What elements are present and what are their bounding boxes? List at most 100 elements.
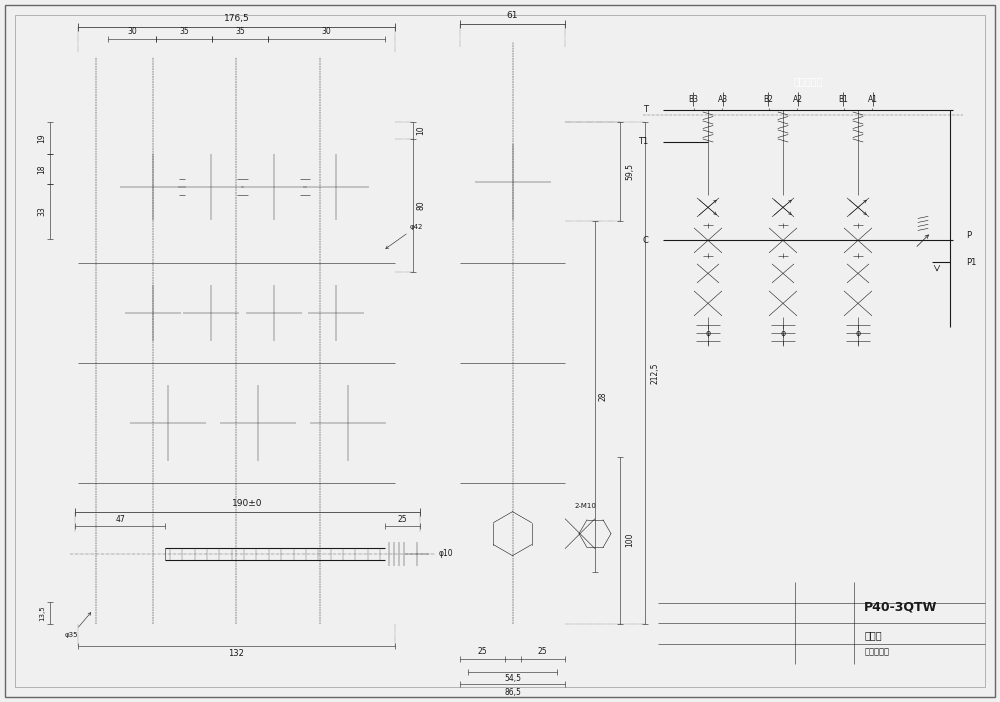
Bar (724, 586, 742, 598)
Bar (340, 624, 356, 634)
Bar (820, 649, 832, 658)
Bar (835, 649, 847, 658)
Bar (253, 634, 263, 642)
Bar (769, 291, 797, 316)
Text: 液压原理图: 液压原理图 (793, 76, 823, 86)
Text: 190±0: 190±0 (232, 498, 263, 508)
Text: 25: 25 (398, 515, 407, 524)
Bar (835, 608, 847, 618)
Bar (438, 357, 445, 369)
Bar (226, 52, 246, 60)
Bar (769, 228, 797, 253)
Text: 多路阀: 多路阀 (864, 630, 882, 640)
Bar (147, 72, 159, 87)
Bar (445, 353, 460, 373)
Text: 80: 80 (416, 201, 426, 211)
Text: 86,5: 86,5 (504, 687, 521, 696)
Bar (798, 588, 816, 597)
Bar (694, 195, 722, 220)
Bar (565, 519, 595, 549)
Text: 59,5: 59,5 (626, 164, 635, 180)
Text: 外型尺寸图: 外型尺寸图 (864, 647, 889, 656)
Bar (88, 75, 104, 87)
Bar (678, 586, 696, 598)
Bar (163, 634, 173, 642)
Bar (658, 70, 958, 92)
Bar (482, 55, 543, 67)
Text: 35: 35 (235, 27, 245, 37)
Text: 35: 35 (179, 27, 189, 37)
Bar (844, 321, 872, 346)
Text: φ10: φ10 (439, 550, 454, 559)
Bar (844, 228, 872, 253)
Bar (678, 628, 696, 640)
Bar (798, 649, 816, 658)
Bar (694, 291, 722, 316)
Bar (694, 321, 722, 346)
Bar (835, 628, 847, 638)
Text: B2: B2 (763, 95, 773, 105)
Text: B3: B3 (688, 95, 698, 105)
Bar (490, 47, 535, 55)
Bar (661, 586, 673, 598)
Bar (835, 588, 847, 597)
Bar (88, 484, 385, 624)
Bar (488, 642, 537, 652)
Text: 19: 19 (38, 133, 46, 143)
Text: φ42: φ42 (386, 223, 423, 249)
Text: 132: 132 (229, 649, 244, 658)
Text: 2-M10: 2-M10 (574, 503, 596, 509)
Bar (769, 321, 797, 346)
Bar (678, 648, 696, 660)
Bar (48, 178, 56, 197)
Bar (724, 628, 742, 640)
Text: 13,5: 13,5 (39, 605, 45, 621)
Bar (844, 195, 872, 220)
Bar (701, 586, 719, 598)
Bar (460, 122, 565, 624)
Bar (798, 608, 816, 618)
Text: 10: 10 (416, 126, 426, 135)
Bar (769, 195, 797, 220)
Bar (844, 261, 872, 286)
Bar (480, 624, 545, 642)
Bar (658, 582, 985, 664)
Bar (84, 87, 108, 122)
Text: T1: T1 (638, 138, 648, 147)
Bar (91, 67, 101, 75)
Bar (78, 122, 395, 624)
Text: 30: 30 (322, 27, 331, 37)
Text: C: C (642, 236, 648, 245)
Bar (143, 52, 163, 60)
Text: A1: A1 (868, 95, 878, 105)
Text: A2: A2 (793, 95, 803, 105)
Bar (160, 624, 176, 634)
Bar (820, 608, 832, 618)
Bar (798, 628, 816, 638)
Text: T: T (643, 105, 648, 114)
Bar (663, 138, 671, 146)
Bar (820, 628, 832, 638)
Text: 176,5: 176,5 (224, 15, 249, 23)
Bar (230, 72, 242, 87)
Bar (314, 72, 326, 87)
Bar (701, 607, 719, 618)
Text: 54,5: 54,5 (504, 675, 521, 684)
Bar (220, 60, 252, 72)
Bar (137, 60, 169, 72)
Bar (310, 52, 330, 60)
Bar (913, 230, 933, 251)
Text: P40-3QTW: P40-3QTW (863, 600, 937, 613)
Bar (661, 607, 673, 618)
Text: 61: 61 (507, 11, 518, 20)
Text: 212,5: 212,5 (650, 362, 660, 384)
Bar (343, 634, 353, 642)
Text: 47: 47 (115, 515, 125, 524)
Text: φ35: φ35 (65, 613, 91, 638)
Text: o: o (705, 329, 711, 338)
Bar (694, 228, 722, 253)
Text: 18: 18 (38, 164, 46, 174)
Polygon shape (68, 532, 165, 576)
Bar (56, 173, 78, 201)
Text: P: P (966, 231, 971, 240)
